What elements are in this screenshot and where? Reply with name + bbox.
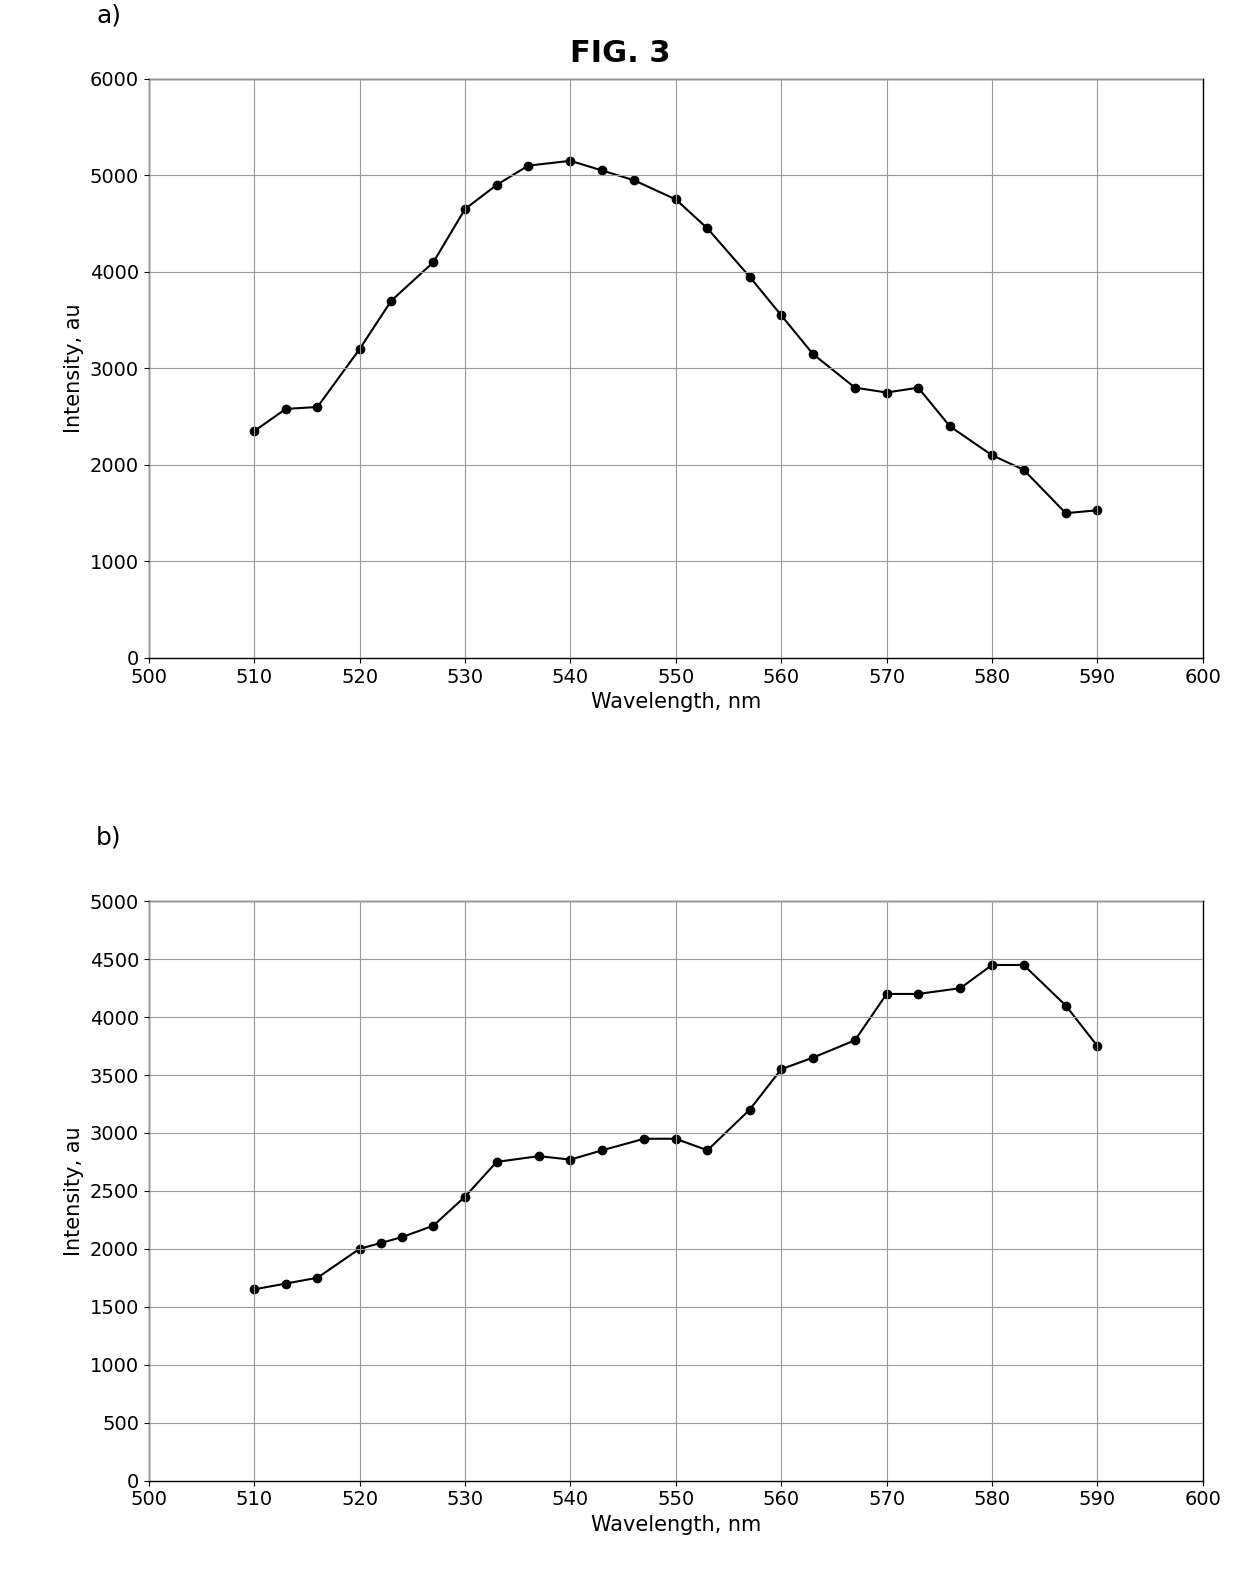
Text: FIG. 3: FIG. 3	[569, 39, 671, 68]
Y-axis label: Intensity, au: Intensity, au	[64, 1126, 84, 1255]
X-axis label: Wavelength, nm: Wavelength, nm	[590, 693, 761, 712]
X-axis label: Wavelength, nm: Wavelength, nm	[590, 1515, 761, 1534]
Text: b): b)	[95, 825, 122, 851]
Text: a): a)	[95, 3, 122, 27]
Y-axis label: Intensity, au: Intensity, au	[64, 304, 84, 433]
